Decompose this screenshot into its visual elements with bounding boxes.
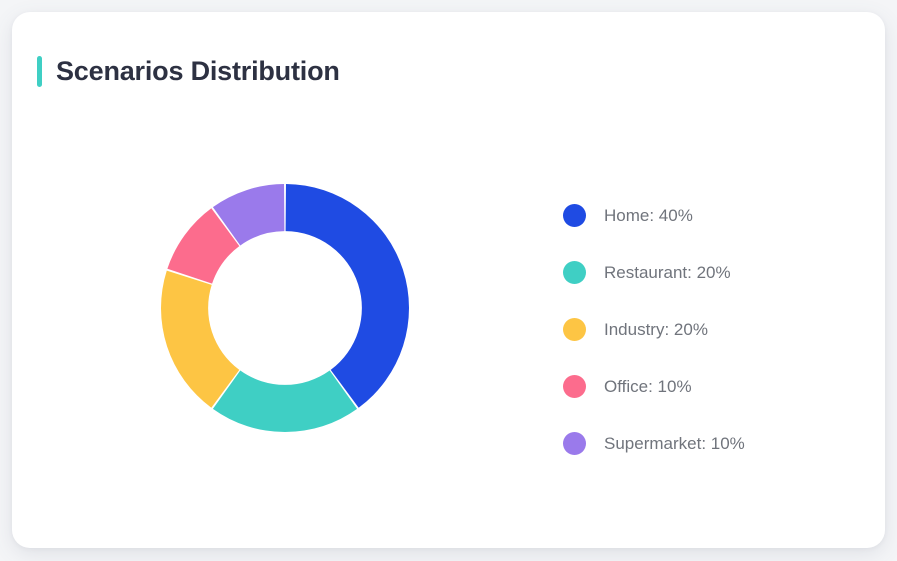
donut-slice-restaurant[interactable] xyxy=(212,370,358,432)
legend-item-office[interactable]: Office: 10% xyxy=(563,358,863,415)
chart-legend: Home: 40% Restaurant: 20% Industry: 20% Off… xyxy=(563,187,863,472)
legend-swatch-icon xyxy=(563,318,586,341)
card-header: Scenarios Distribution xyxy=(37,53,340,89)
legend-item-label: Industry: 20% xyxy=(604,320,708,339)
legend-swatch-icon xyxy=(563,261,586,284)
page-title: Scenarios Distribution xyxy=(56,55,340,86)
donut-slice-supermarket[interactable] xyxy=(212,184,285,246)
donut-slice-industry[interactable] xyxy=(161,270,240,408)
title-accent-bar xyxy=(37,55,42,87)
legend-item-home[interactable]: Home: 40% xyxy=(563,187,863,244)
legend-item-restaurant[interactable]: Restaurant: 20% xyxy=(563,244,863,301)
donut-slice-group xyxy=(161,184,409,432)
donut-chart xyxy=(161,184,409,432)
donut-slice-office[interactable] xyxy=(167,208,240,284)
legend-item-label: Restaurant: 20% xyxy=(604,263,731,282)
chart-body: Home: 40% Restaurant: 20% Industry: 20% Off… xyxy=(12,104,885,548)
scenarios-distribution-card: Scenarios Distribution Home: 40% Restaura… xyxy=(12,12,885,548)
legend-swatch-icon xyxy=(563,432,586,455)
legend-item-label: Office: 10% xyxy=(604,377,692,396)
donut-chart-svg xyxy=(161,184,409,432)
legend-swatch-icon xyxy=(563,375,586,398)
legend-item-label: Home: 40% xyxy=(604,206,693,225)
legend-item-label: Supermarket: 10% xyxy=(604,434,745,453)
legend-swatch-icon xyxy=(563,204,586,227)
legend-item-supermarket[interactable]: Supermarket: 10% xyxy=(563,415,863,472)
legend-item-industry[interactable]: Industry: 20% xyxy=(563,301,863,358)
donut-slice-home[interactable] xyxy=(285,184,409,408)
